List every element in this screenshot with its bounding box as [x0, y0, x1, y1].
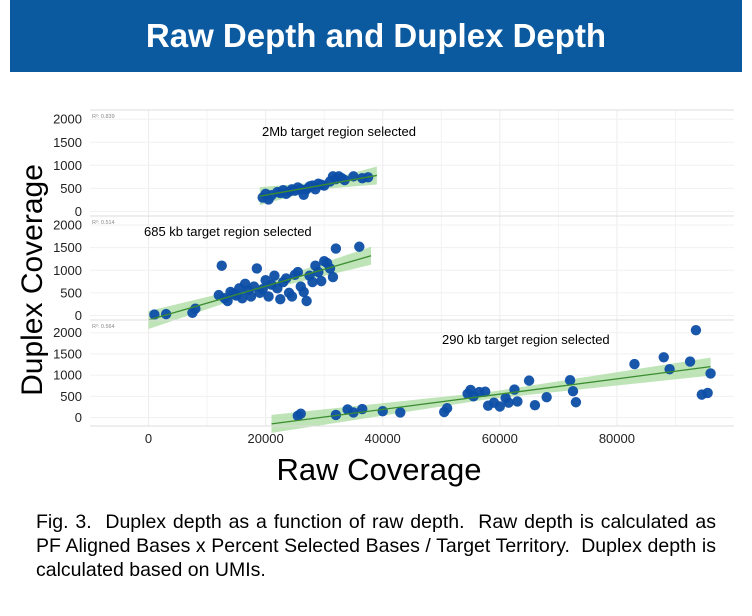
data-point	[541, 391, 552, 403]
data-point	[327, 271, 339, 283]
y-tick-label: 0	[75, 410, 82, 425]
y-tick-label: 500	[60, 285, 82, 300]
data-point	[377, 405, 388, 417]
data-point	[295, 408, 306, 419]
y-tick-label: 500	[60, 181, 82, 196]
data-point	[658, 352, 669, 363]
y-tick-label: 2000	[53, 218, 82, 233]
data-point	[263, 291, 274, 302]
data-point	[684, 356, 696, 367]
data-point	[275, 294, 286, 305]
data-point	[395, 407, 406, 418]
data-point	[301, 295, 312, 307]
data-point	[330, 243, 342, 254]
data-point	[564, 375, 576, 386]
data-point	[292, 266, 304, 278]
data-point	[245, 291, 257, 302]
data-point	[479, 386, 491, 397]
data-point	[705, 368, 716, 379]
data-point	[251, 263, 263, 274]
data-point	[570, 397, 582, 408]
y-tick-label: 0	[75, 308, 82, 323]
title-banner: Raw Depth and Duplex Depth	[10, 0, 742, 72]
data-point	[629, 358, 640, 370]
y-tick-label: 1000	[53, 263, 82, 278]
data-point	[567, 386, 579, 397]
data-point	[269, 270, 280, 281]
y-tick-label: 1000	[53, 368, 82, 383]
plot-area: 0 500 1000 1500 2000 R²: 0.839 2Mb target regi…	[53, 109, 734, 446]
fit-line	[148, 255, 372, 321]
data-point	[216, 260, 227, 271]
r-squared-label: R²: 0.839	[92, 114, 115, 120]
data-point	[316, 275, 327, 287]
figure-caption: Fig. 3. Duplex depth as a function of ra…	[36, 511, 722, 581]
x-tick-label: 60000	[482, 431, 518, 446]
data-point	[529, 400, 541, 411]
r-squared-label: R²: 0.564	[92, 324, 115, 330]
panel-label: 2Mb target region selected	[262, 124, 416, 139]
data-point	[286, 291, 298, 302]
y-tick-label: 0	[75, 204, 82, 219]
r-squared-label: R²: 0.514	[92, 220, 115, 226]
data-point	[307, 276, 318, 288]
data-point	[298, 286, 309, 298]
x-tick-label: 0	[145, 431, 152, 446]
fit-line	[271, 365, 711, 425]
y-tick-label: 1500	[53, 240, 82, 255]
y-tick-label: 1500	[53, 346, 82, 361]
data-point	[494, 401, 506, 412]
data-point	[313, 266, 324, 278]
data-point	[512, 396, 523, 407]
data-point	[348, 407, 359, 418]
y-tick-label: 2000	[53, 325, 82, 340]
fit-line	[259, 174, 377, 197]
data-point	[324, 263, 336, 274]
data-point	[690, 324, 702, 336]
data-point	[160, 308, 172, 320]
data-point	[503, 397, 514, 408]
x-tick-label: 80000	[599, 431, 635, 446]
x-axis-label: Raw Coverage	[276, 452, 481, 487]
data-point	[523, 375, 535, 386]
panel-label: 290 kb target region selected	[442, 332, 610, 347]
duplex-vs-raw-chart: Duplex Coverage Raw Coverage 0 500 1000 150…	[16, 109, 734, 487]
y-tick-label: 1500	[53, 135, 82, 150]
y-tick-label: 1000	[53, 158, 82, 173]
page-title: Raw Depth and Duplex Depth	[145, 17, 607, 54]
x-tick-label: 40000	[365, 431, 401, 446]
data-point	[702, 387, 713, 399]
x-tick-label: 20000	[248, 431, 284, 446]
data-point	[354, 241, 365, 252]
y-axis-label: Duplex Coverage	[16, 164, 49, 396]
data-point	[441, 402, 453, 414]
panel-label: 685 kb target region selected	[144, 224, 312, 239]
data-point	[339, 174, 350, 186]
data-point	[237, 293, 248, 304]
y-tick-label: 2000	[53, 112, 82, 127]
y-tick-label: 500	[60, 389, 82, 404]
